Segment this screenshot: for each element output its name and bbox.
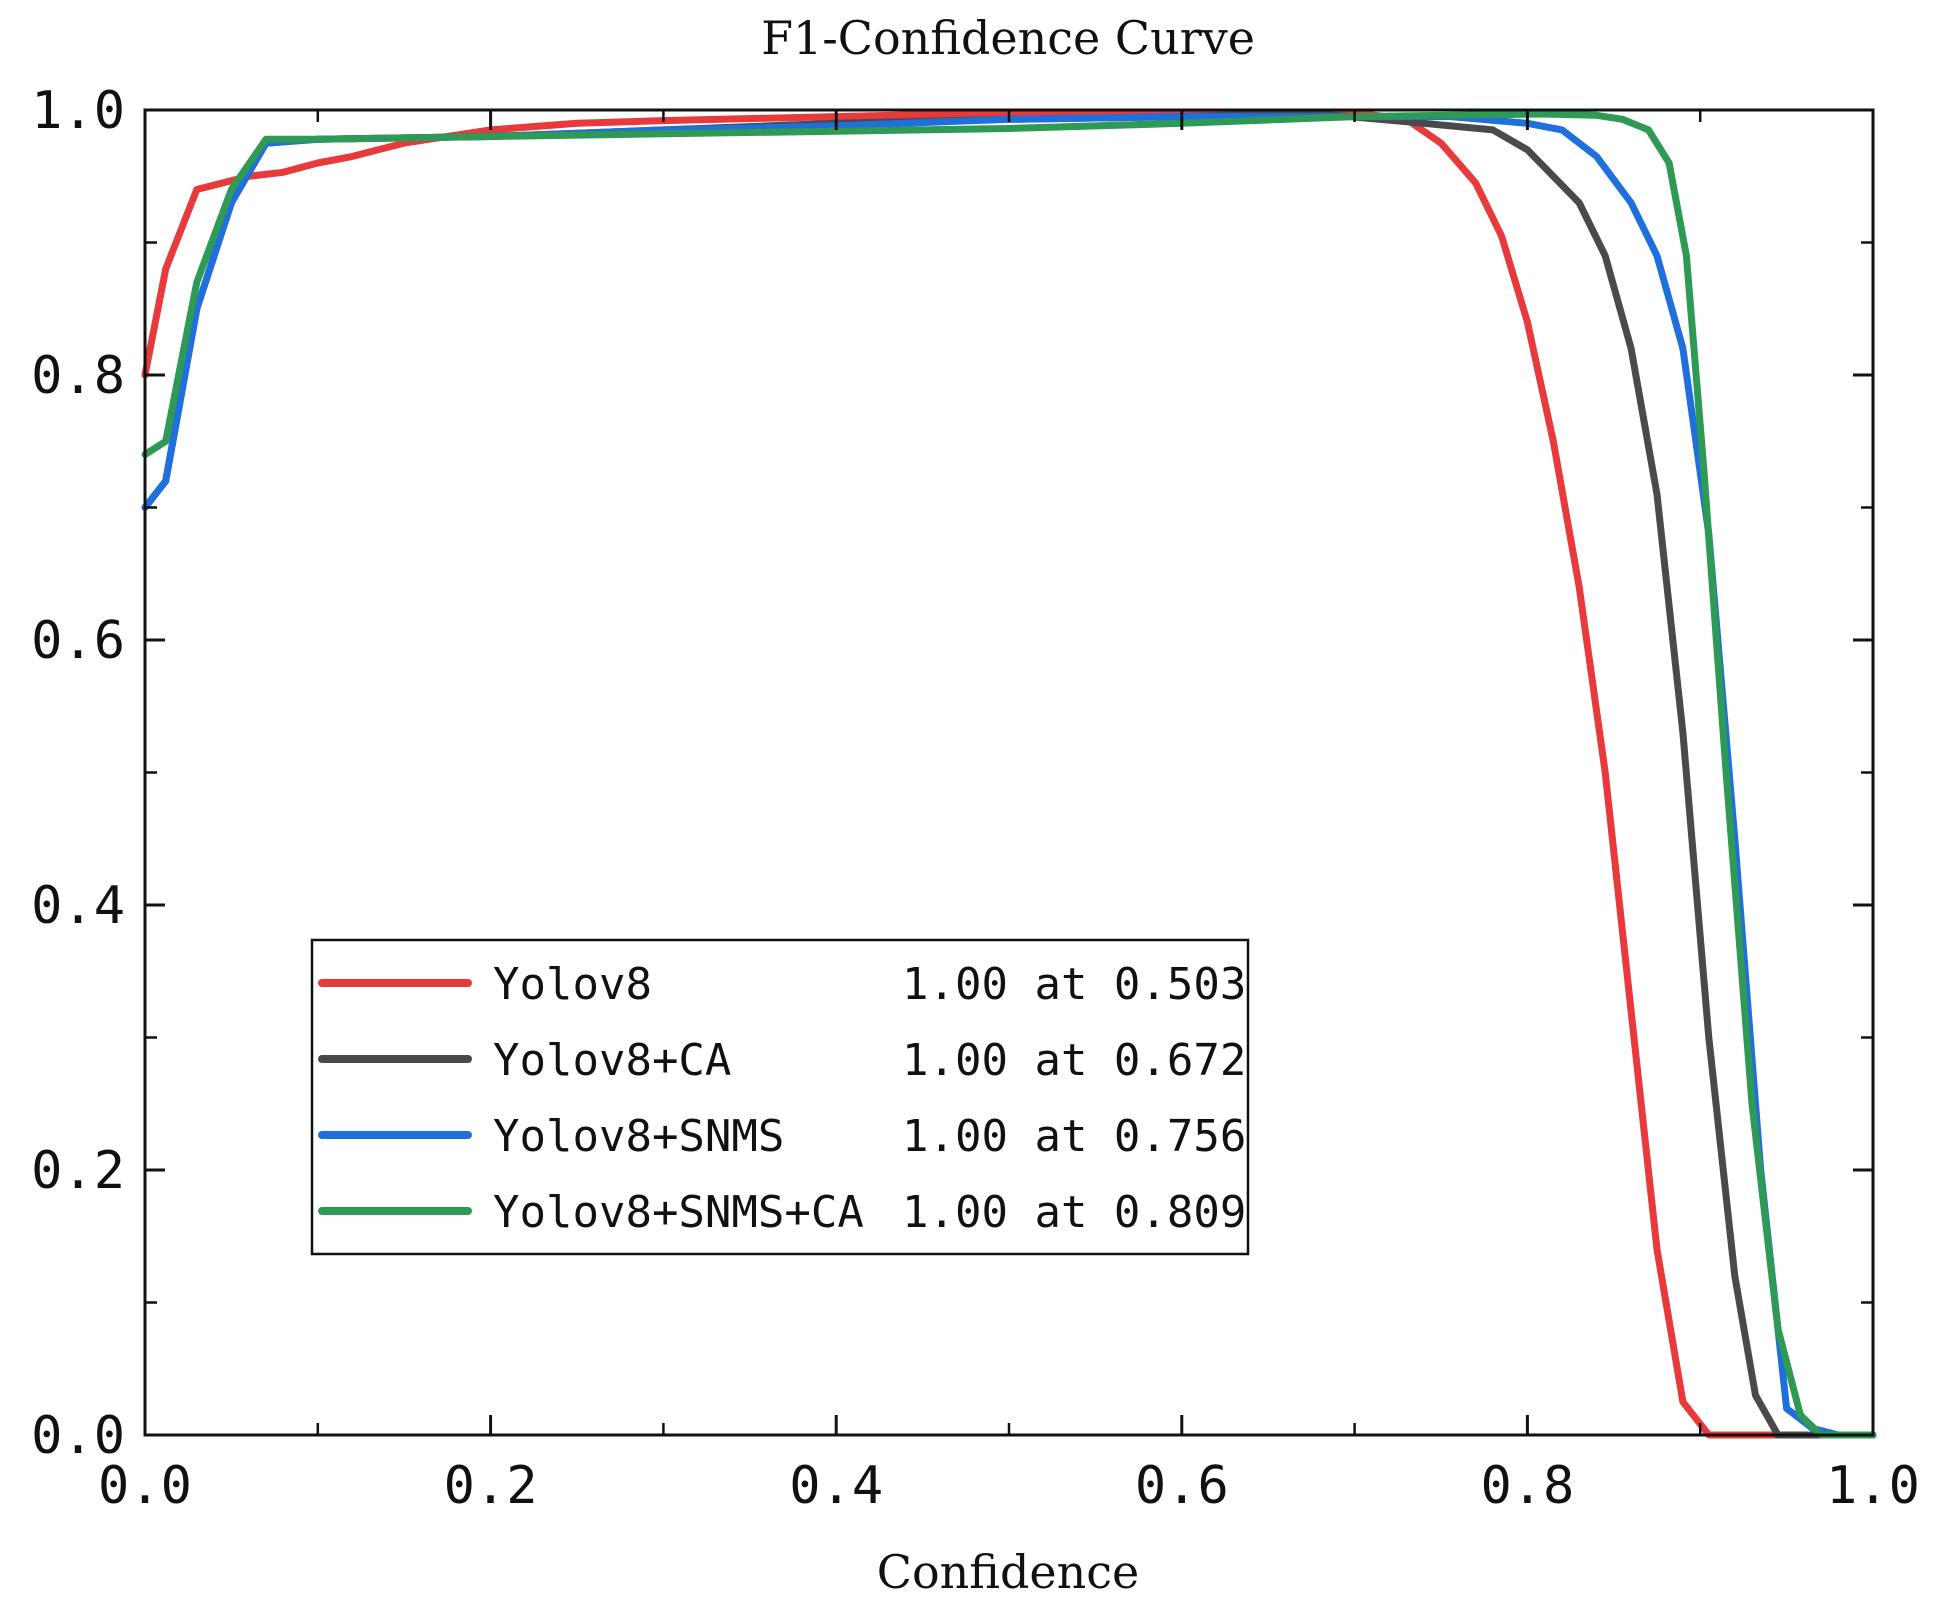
x-axis-label: Confidence bbox=[877, 1545, 1139, 1599]
legend-label-0: Yolov8 bbox=[493, 959, 652, 1010]
y-tick-label: 0.0 bbox=[31, 1406, 125, 1466]
x-tick-label: 0.2 bbox=[444, 1456, 538, 1516]
legend-summary-2: 1.00 at 0.756 bbox=[902, 1111, 1246, 1162]
legend-label-1: Yolov8+CA bbox=[493, 1035, 731, 1086]
chart-title: F1-Confidence Curve bbox=[761, 11, 1255, 65]
series-line-3 bbox=[141, 110, 1877, 1439]
legend: Yolov8 1.00 at 0.503 Yolov8+CA 1.00 at 0.67… bbox=[310, 938, 1250, 1256]
tick-layer: 0.0 0.2 0.4 0.6 0.8 1.0 0.0 0.2 0.4 0.6 0.8 1.0 bbox=[31, 81, 1920, 1516]
x-tick-label: 0.0 bbox=[98, 1456, 192, 1516]
legend-summary-1: 1.00 at 0.672 bbox=[902, 1035, 1246, 1086]
legend-label-3: Yolov8+SNMS+CA bbox=[493, 1187, 864, 1238]
y-tick-label: 0.6 bbox=[31, 611, 125, 671]
y-tick-label: 0.8 bbox=[31, 346, 125, 406]
legend-box bbox=[310, 938, 1250, 1256]
x-tick-label: 0.6 bbox=[1135, 1456, 1229, 1516]
x-tick-label: 0.8 bbox=[1480, 1456, 1574, 1516]
x-tick-label: 0.4 bbox=[789, 1456, 883, 1516]
legend-summary-3: 1.00 at 0.809 bbox=[902, 1187, 1246, 1238]
y-tick-label: 0.4 bbox=[31, 876, 125, 936]
legend-label-2: Yolov8+SNMS bbox=[493, 1111, 784, 1162]
x-tick-label: 1.0 bbox=[1826, 1456, 1920, 1516]
legend-summary-0: 1.00 at 0.503 bbox=[902, 959, 1246, 1010]
y-tick-label: 1.0 bbox=[31, 81, 125, 141]
y-tick-label: 0.2 bbox=[31, 1141, 125, 1201]
